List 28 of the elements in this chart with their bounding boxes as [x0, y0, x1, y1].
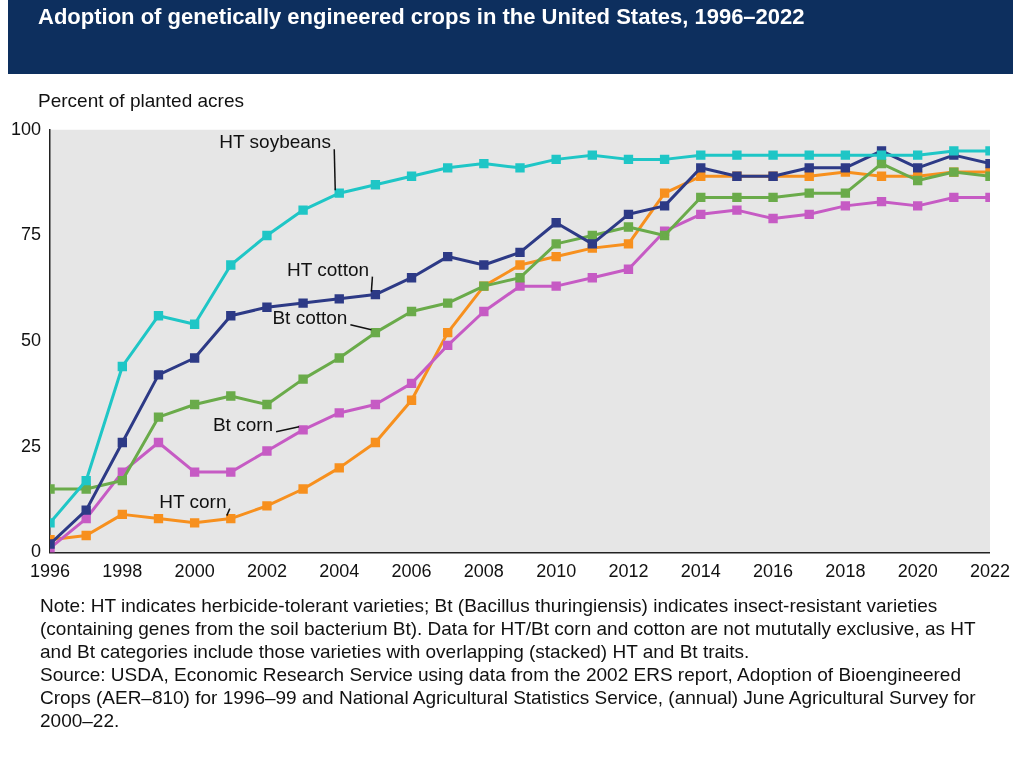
x-tick-label: 1996 [30, 561, 71, 582]
x-tick-label: 2018 [825, 561, 866, 582]
y-tick-label: 25 [21, 435, 42, 456]
series-label: HT soybeans [219, 131, 331, 153]
x-tick-label: 2014 [680, 561, 721, 582]
series-label: HT corn [159, 490, 227, 512]
x-tick-label: 2000 [174, 561, 215, 582]
x-tick-label: 2006 [391, 561, 432, 582]
x-tick-label: 2004 [319, 561, 360, 582]
y-tick-label: 0 [31, 541, 42, 562]
x-tick-label: 2020 [897, 561, 938, 582]
x-tick-label: 2012 [608, 561, 649, 582]
y-axis-title: Percent of planted acres [38, 90, 245, 112]
y-tick-label: 50 [21, 330, 42, 351]
x-tick-label: 1998 [102, 561, 143, 582]
y-tick-label: 100 [10, 118, 42, 139]
x-tick-label: 2002 [246, 561, 287, 582]
series-label: Bt corn [212, 414, 274, 436]
series-label: HT cotton [287, 258, 370, 280]
series-label: Bt cotton [272, 306, 348, 328]
x-tick-label: 2010 [536, 561, 577, 582]
x-tick-label: 2008 [463, 561, 504, 582]
y-tick-label: 75 [21, 224, 42, 245]
source-note: Source: USDA, Economic Research Service using data from the 2002 ERS report, Adoption of Bioengineered Crops (AER–810) for 1996–99 and National Agricultural Statistics Service, (annual) June Agricultural Survey for 2000–22. [40, 663, 977, 732]
x-tick-label: 2022 [969, 561, 1010, 582]
chart-title: Adoption of genetically engineered crops in the United States, 1996–2022 [8, 0, 1013, 74]
x-tick-label: 2016 [753, 561, 794, 582]
text: Note: HT indicates herbicide-tolerant varieties; Bt (Bacillus thuringiensis) indicates insect-resistant varieties (containing genes from the soil bacterium Bt). Data for HT/Bt corn and cotton are not mututally exclusive, as HT and Bt categories include those varieties with overlapping (stacked) HT and Bt traits. [40, 594, 977, 663]
